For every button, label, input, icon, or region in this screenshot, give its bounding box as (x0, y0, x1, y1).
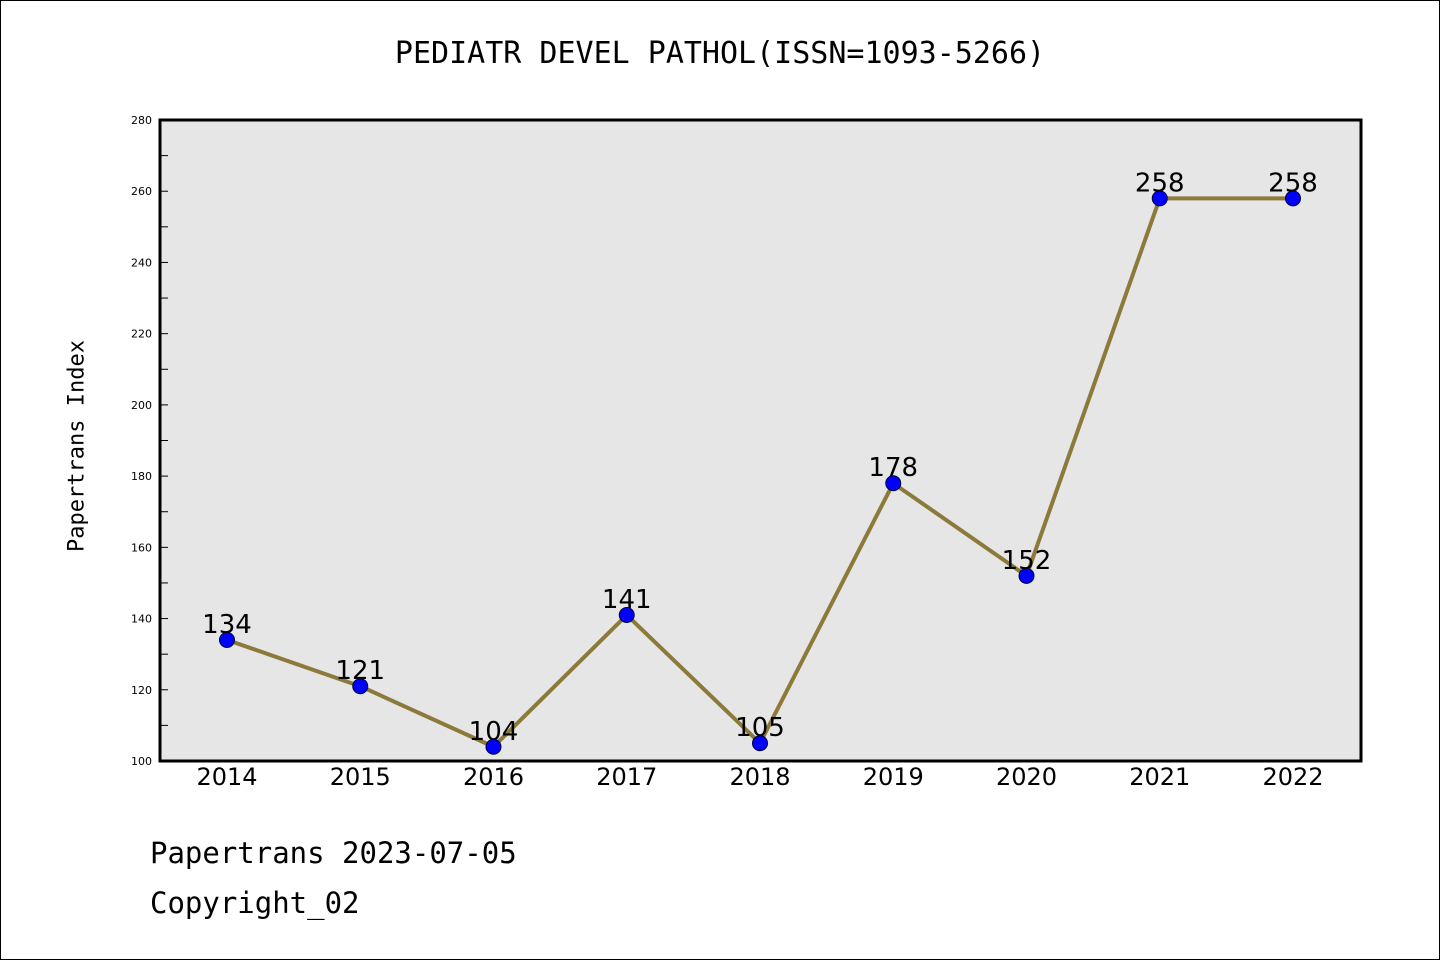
x-tick-label: 2017 (596, 763, 657, 791)
y-tick-label: 140 (131, 613, 152, 626)
data-label: 178 (868, 453, 918, 483)
plot-area (160, 120, 1361, 761)
data-point (352, 678, 369, 695)
y-tick-label: 100 (131, 755, 152, 768)
y-tick-label: 240 (131, 256, 152, 269)
x-tick-label: 2019 (863, 763, 924, 791)
x-tick-label: 2021 (1129, 763, 1190, 791)
data-point (752, 735, 768, 752)
data-label: 105 (735, 713, 785, 743)
y-tick-label: 220 (131, 328, 152, 341)
x-tick-label: 2014 (196, 763, 257, 791)
data-label: 121 (335, 656, 385, 686)
y-tick-label: 200 (131, 399, 152, 412)
x-tick-label: 2015 (330, 763, 391, 791)
data-label: 104 (469, 717, 519, 747)
y-tick-label: 260 (131, 185, 152, 198)
y-tick-label: 120 (131, 684, 152, 697)
x-tick-label: 2022 (1262, 763, 1323, 791)
x-tick-label: 2016 (463, 763, 524, 791)
data-label: 258 (1268, 168, 1318, 198)
y-tick-label: 160 (131, 541, 152, 554)
chart-title: PEDIATR DEVEL PATHOL(ISSN=1093-5266) (394, 36, 1046, 71)
data-label: 152 (1002, 546, 1052, 576)
x-tick-label: 2020 (996, 763, 1057, 791)
footer-copyright: Copyright_02 (150, 886, 360, 920)
data-point (1151, 190, 1168, 207)
data-label: 141 (602, 585, 652, 615)
data-point (485, 738, 502, 755)
y-tick-label: 180 (131, 470, 152, 483)
x-tick-label: 2018 (729, 763, 790, 791)
data-point (219, 631, 235, 648)
data-point (885, 475, 902, 492)
plot-border (158, 118, 1363, 763)
data-point (618, 606, 635, 623)
data-label: 258 (1135, 168, 1185, 198)
y-tick-label: 280 (131, 114, 152, 127)
footer-date: Papertrans 2023-07-05 (150, 836, 517, 870)
data-label: 134 (202, 610, 252, 640)
data-point (1018, 567, 1035, 584)
data-point (1285, 190, 1301, 207)
